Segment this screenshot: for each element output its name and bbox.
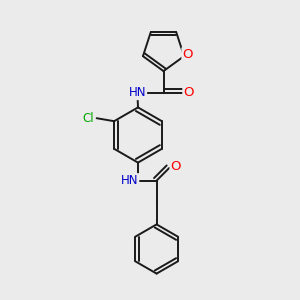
Text: O: O	[184, 86, 194, 99]
Text: O: O	[170, 160, 181, 173]
Text: HN: HN	[121, 174, 138, 187]
Text: HN: HN	[129, 86, 146, 99]
Text: Cl: Cl	[82, 112, 94, 125]
Text: O: O	[182, 48, 193, 61]
